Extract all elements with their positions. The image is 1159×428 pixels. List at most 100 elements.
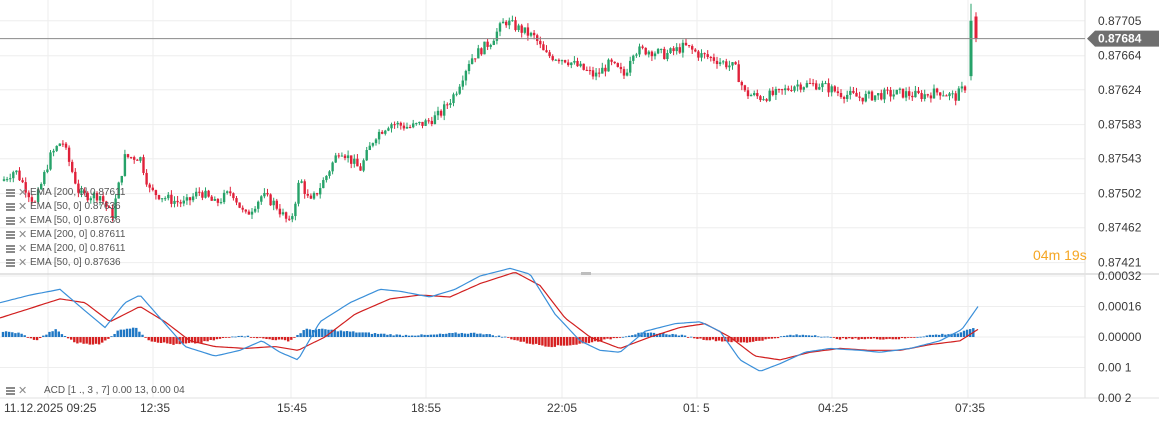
close-icon[interactable]: ✕: [18, 200, 28, 213]
ema-legend-row[interactable]: ✕ EMA [200, 0] 0.87611: [6, 242, 125, 255]
candle-body: [904, 91, 908, 98]
candle-body: [963, 86, 967, 91]
macd-histogram-bar: [525, 337, 529, 344]
macd-histogram-bar: [907, 337, 910, 338]
candle-body: [346, 155, 350, 159]
candle-body: [195, 191, 198, 197]
candle-body: [929, 95, 933, 99]
macd-histogram-bar: [445, 333, 448, 337]
macd-legend-label: ACD [1 ., 3 , 7] 0.00 13, 0.00 04: [44, 385, 185, 396]
ema-legend-row[interactable]: ✕ EMA [50, 0] 0.87636: [6, 214, 121, 227]
ema-legend-label: EMA [200, 0] 0.87611: [30, 187, 126, 198]
menu-icon[interactable]: [6, 230, 15, 239]
candle-body: [622, 69, 626, 76]
menu-icon[interactable]: [6, 202, 15, 211]
candle-body: [222, 192, 226, 203]
candle-body: [901, 88, 905, 98]
macd-histogram-bar: [742, 337, 746, 343]
candle-body: [306, 193, 309, 196]
macd-histogram-bar: [212, 337, 215, 341]
candle-body: [315, 193, 319, 195]
macd-histogram-bar: [60, 334, 64, 337]
candle-body: [594, 72, 598, 77]
macd-histogram-bar: [879, 337, 882, 340]
close-icon[interactable]: ✕: [18, 242, 28, 255]
candle-body: [477, 48, 480, 59]
candle-body: [474, 58, 477, 60]
candle-body: [142, 157, 145, 173]
candle-body: [92, 192, 96, 199]
candle-body: [846, 94, 849, 99]
menu-icon[interactable]: [6, 244, 15, 253]
menu-icon[interactable]: [6, 216, 15, 225]
candle-body: [95, 192, 99, 201]
candle-body: [424, 120, 427, 126]
menu-icon[interactable]: [6, 258, 15, 267]
candle-body: [43, 172, 46, 185]
candle-body: [303, 181, 306, 194]
candle-body: [756, 93, 759, 97]
macd-histogram-bar: [748, 337, 752, 343]
macd-histogram-bar: [221, 337, 225, 339]
macd-histogram-bar: [265, 337, 268, 340]
candle-body: [632, 55, 635, 61]
macd-histogram-bar: [181, 337, 184, 344]
ema-legend-row[interactable]: ✕ EMA [50, 0] 0.87636: [6, 256, 121, 269]
macd-histogram-bar: [411, 335, 414, 337]
macd-histogram-bar: [752, 337, 755, 342]
candle-body: [201, 192, 204, 198]
macd-histogram-bar: [274, 337, 277, 341]
macd-histogram-bar: [965, 329, 969, 337]
candle-body: [244, 209, 247, 212]
candle-body: [126, 154, 130, 158]
macd-histogram-bar: [683, 335, 687, 337]
candle-body: [722, 61, 725, 63]
candle-body: [402, 125, 406, 129]
candle-body: [765, 99, 768, 101]
macd-histogram-bar: [358, 332, 361, 337]
close-icon[interactable]: ✕: [18, 214, 28, 227]
candle-body: [889, 90, 892, 97]
macd-histogram-bar: [510, 337, 513, 340]
candle-body: [182, 200, 185, 204]
candle-body: [870, 91, 874, 101]
ema-legend-row[interactable]: ✕ EMA [200, 0] 0.87611: [6, 228, 125, 241]
close-icon[interactable]: ✕: [18, 256, 28, 269]
candle-body: [625, 72, 629, 76]
candle-body: [892, 94, 895, 97]
macd-histogram-bar: [175, 337, 178, 344]
close-icon[interactable]: ✕: [18, 384, 28, 397]
macd-histogram-bar: [97, 337, 101, 345]
macd-histogram-bar: [941, 333, 944, 337]
candle-body: [681, 42, 685, 53]
ema-legend-row[interactable]: ✕ EMA [50, 0] 0.87636: [6, 200, 121, 213]
candle-body: [815, 83, 818, 90]
close-icon[interactable]: ✕: [18, 186, 28, 199]
menu-icon[interactable]: [6, 188, 15, 197]
macd-histogram-bar: [584, 337, 587, 343]
candle-body: [926, 94, 929, 96]
candle-body: [483, 41, 486, 55]
candle-body: [852, 90, 855, 93]
candle-body: [145, 172, 148, 185]
macd-layer: [0, 267, 979, 372]
close-icon[interactable]: ✕: [18, 228, 28, 241]
macd-histogram-bar: [91, 337, 95, 345]
menu-icon[interactable]: [6, 386, 15, 395]
ema-legend-row[interactable]: ✕ EMA [200, 0] 0.87611: [6, 186, 125, 199]
macd-histogram-bar: [407, 335, 411, 337]
candle-body: [526, 27, 530, 36]
candle-body: [83, 190, 86, 193]
time-axis-label: 07:35: [955, 401, 985, 415]
candle-body: [641, 46, 644, 48]
candle-body: [529, 32, 533, 36]
candle-body: [198, 191, 201, 193]
candle-body: [514, 20, 517, 31]
macd-histogram-bar: [318, 328, 321, 337]
candle-body: [455, 93, 458, 95]
macd-legend-row[interactable]: ✕ ACD [1 ., 3 , 7] 0.00 13, 0.00 04: [6, 384, 185, 397]
candle-body: [613, 61, 616, 64]
macd-histogram-bar: [603, 337, 606, 340]
